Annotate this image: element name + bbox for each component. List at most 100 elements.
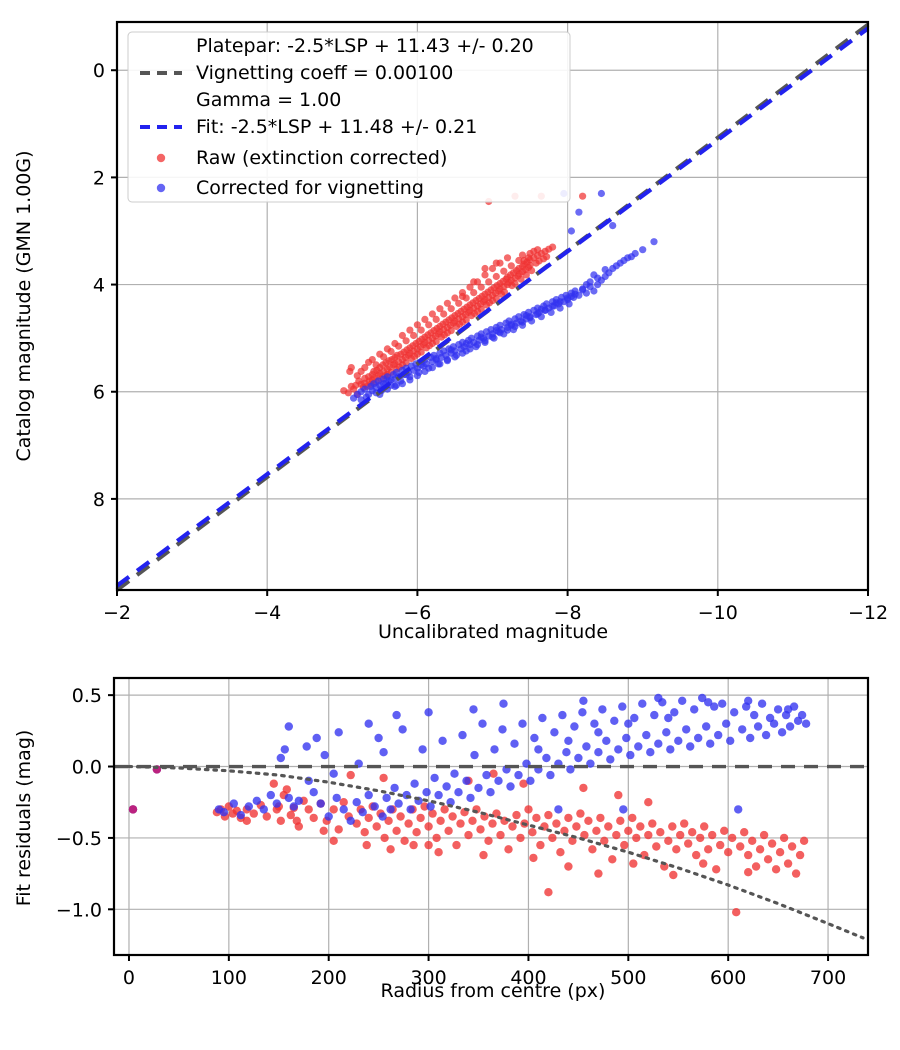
residual-point [769,719,779,728]
scatter-point [455,299,463,307]
scatter-point [451,294,459,302]
residual-point [292,816,301,825]
scatter-point [556,304,564,312]
residual-point [339,798,348,807]
residual-point [329,836,338,845]
residual-point [364,790,373,800]
residual-point [558,710,567,720]
residual-point [700,822,709,831]
residual-point [761,730,771,740]
residual-point [440,805,449,814]
residual-point [620,840,629,850]
residual-point [622,733,631,743]
residual-point [309,813,318,823]
residual-point [320,750,329,760]
residual-point [534,745,543,754]
vignetting-curve [127,764,865,940]
residual-point [652,842,661,851]
residual-point [426,802,435,811]
x-tick-label: −2 [103,602,131,624]
scatter-point [500,267,508,275]
scatter-point [462,339,470,348]
residual-point [596,813,605,823]
residual-point [656,828,665,837]
scatter-point [511,279,519,288]
scatter-point [387,376,395,384]
scatter-point [361,385,369,393]
scatter-point [520,256,528,265]
scatter-point [518,251,527,259]
residual-point [346,816,355,825]
legend-entries: Platepar: -2.5*LSP + 11.43 +/- 0.20 Vigne… [140,35,534,199]
scatter-point [391,339,399,348]
residual-point [496,830,505,840]
y-tick-label: 0 [93,60,105,82]
residual-point [628,813,637,823]
residual-point [442,782,451,791]
scatter-point [421,367,429,375]
residual-point [379,773,388,783]
scatter-point [492,327,500,335]
scatter-point [477,305,485,313]
residual-point [478,719,487,728]
residual-point [490,745,499,754]
residual-point [430,773,439,783]
residual-point [324,812,333,821]
residual-point [676,830,685,840]
residual-point [412,828,421,837]
residual-point [390,783,399,793]
residual-point [744,868,753,877]
legend-label: Fit: -2.5*LSP + 11.48 +/- 0.21 [196,116,477,138]
residual-point [692,850,701,860]
scatter-point [485,278,493,286]
residual-point [398,725,407,734]
scatter-point [537,305,545,313]
tick-labels-top: −2 −4 −6 −8 −10 −12 0 2 4 6 8 [93,60,888,624]
residual-point [787,842,797,851]
scatter-point [507,320,515,328]
residual-point [418,745,427,754]
residual-point [379,748,388,757]
scatter-point [402,359,410,367]
residual-point [462,776,471,785]
residual-point [409,840,418,850]
scatter-point [609,222,617,230]
x-tick-label: −12 [848,602,888,624]
y-tick-label: −0.5 [56,828,102,850]
residual-point [783,705,793,714]
residual-point [380,833,389,843]
residual-point [272,799,281,808]
residual-point [720,826,729,835]
residual-point [329,805,338,814]
scatter-point [549,243,557,251]
scatter-point [522,312,530,320]
scatter-point [492,259,500,267]
residual-point [650,710,659,720]
scatter-point [406,326,414,334]
scatter-point [406,376,414,384]
residual-point [560,826,569,835]
residual-point [767,839,777,848]
residual-point [718,699,727,708]
residual-point [602,736,611,745]
scatter-point [620,256,628,265]
residual-point [469,705,478,714]
residual-point [755,845,765,854]
residual-point [594,869,603,878]
residual-point [670,708,679,717]
scatter-point [392,381,400,389]
residual-point [494,776,503,785]
axes-spine [115,20,870,592]
scatter-point [473,278,482,286]
x-tick-label: 0 [123,967,135,989]
y-tick-label: −1.0 [56,899,102,921]
legend-dot-swatch [156,183,166,193]
residual-point [678,696,687,705]
calibration-plot-svg: −2 −4 −6 −8 −10 −12 0 2 4 6 8 Uncalibrated magnitu… [13,20,888,643]
scatter-point [376,350,384,358]
scatter-point [522,271,530,279]
residual-point [664,713,673,723]
scatter-points-bottom [128,693,811,917]
residual-point [372,822,381,831]
residual-point [592,826,601,835]
